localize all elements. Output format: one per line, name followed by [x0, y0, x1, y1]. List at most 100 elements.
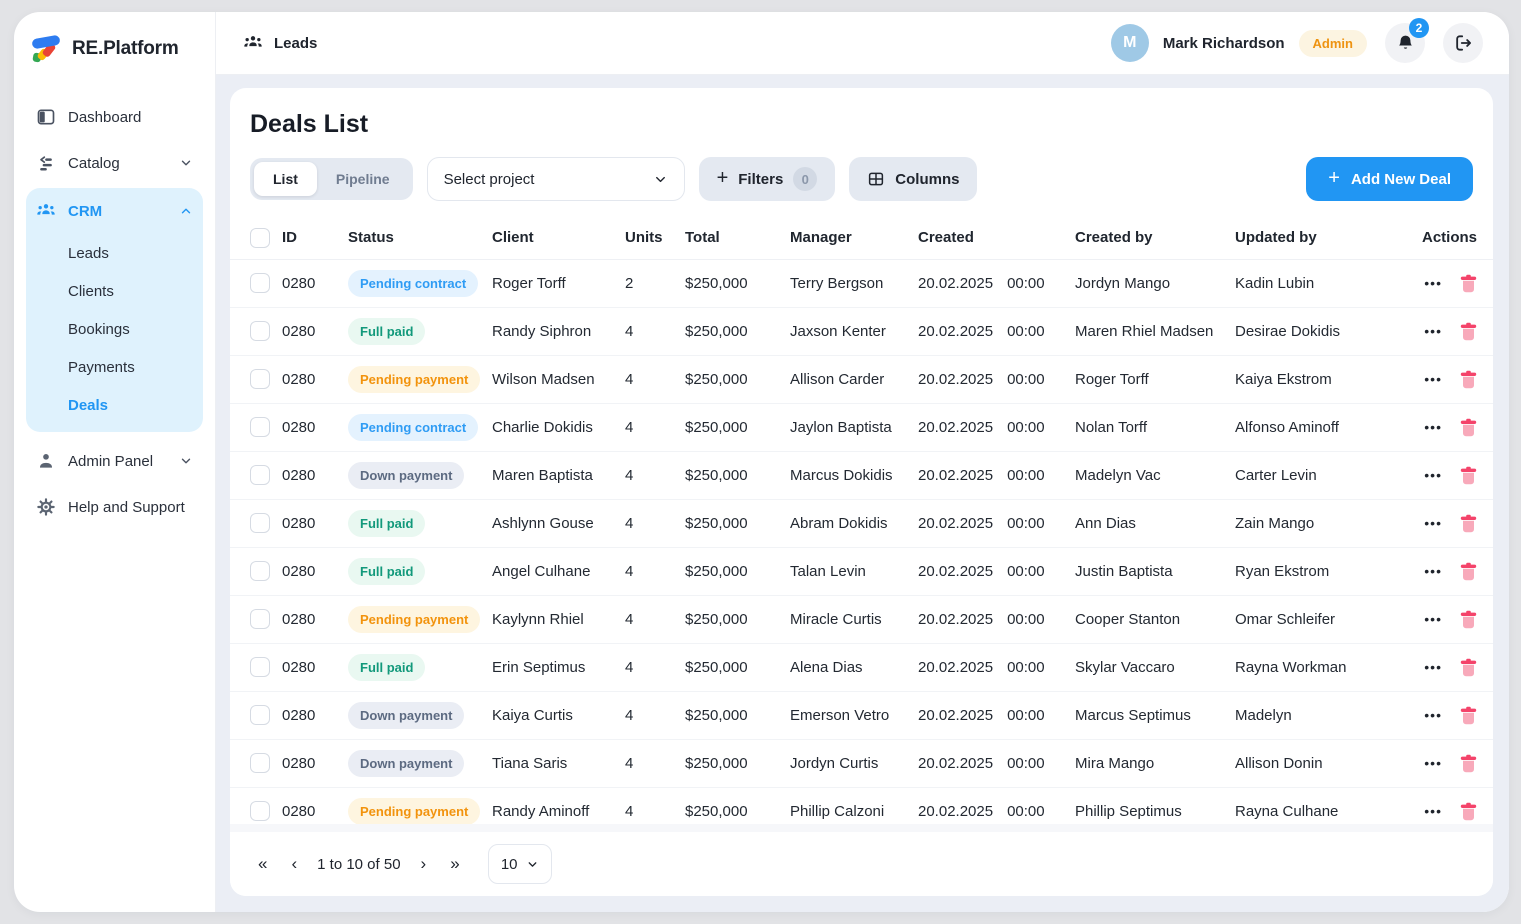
table-columns-icon — [867, 170, 885, 188]
cell-client: Kaiya Curtis — [492, 691, 625, 739]
cell-actions: ••• — [1408, 259, 1493, 307]
row-more-button[interactable]: ••• — [1424, 276, 1442, 290]
created-time: 00:00 — [1007, 803, 1045, 820]
row-checkbox[interactable] — [250, 801, 270, 821]
cell-updated-by: Allison Donin — [1235, 739, 1408, 787]
sidebar-item-bookings[interactable]: Bookings — [26, 310, 203, 348]
cell-select — [230, 451, 282, 499]
created-time: 00:00 — [1007, 275, 1045, 292]
cell-id: 0280 — [282, 691, 348, 739]
row-delete-button[interactable] — [1460, 274, 1477, 293]
row-more-button[interactable]: ••• — [1424, 372, 1442, 386]
row-delete-button[interactable] — [1460, 322, 1477, 341]
select-all-checkbox[interactable] — [250, 228, 270, 248]
row-delete-button[interactable] — [1460, 514, 1477, 533]
row-more-button[interactable]: ••• — [1424, 324, 1442, 338]
avatar[interactable]: M — [1111, 24, 1149, 62]
columns-button[interactable]: Columns — [849, 157, 977, 201]
row-checkbox[interactable] — [250, 609, 270, 629]
row-checkbox[interactable] — [250, 513, 270, 533]
row-checkbox[interactable] — [250, 273, 270, 293]
sidebar-item-catalog[interactable]: Catalog — [26, 140, 203, 186]
cell-units: 4 — [625, 307, 685, 355]
tab-pipeline[interactable]: Pipeline — [317, 162, 409, 196]
row-delete-button[interactable] — [1460, 466, 1477, 485]
row-more-button[interactable]: ••• — [1424, 420, 1442, 434]
created-date: 20.02.2025 — [918, 563, 993, 580]
row-more-button[interactable]: ••• — [1424, 756, 1442, 770]
first-page-button[interactable]: « — [248, 848, 277, 880]
cell-id: 0280 — [282, 739, 348, 787]
tab-list[interactable]: List — [254, 162, 317, 196]
page-size-select[interactable]: 10 — [488, 844, 552, 884]
cell-id: 0280 — [282, 499, 348, 547]
sidebar-item-crm[interactable]: CRM — [26, 188, 203, 234]
prev-page-button[interactable]: ‹ — [281, 848, 307, 880]
row-more-button[interactable]: ••• — [1424, 564, 1442, 578]
row-more-button[interactable]: ••• — [1424, 468, 1442, 482]
sidebar-item-leads[interactable]: Leads — [26, 234, 203, 272]
row-delete-button[interactable] — [1460, 802, 1477, 821]
sidebar-item-help-support[interactable]: Help and Support — [26, 484, 203, 530]
project-select[interactable]: Select project — [427, 157, 685, 201]
row-checkbox[interactable] — [250, 465, 270, 485]
row-more-button[interactable]: ••• — [1424, 804, 1442, 818]
sidebar-item-label: CRM — [68, 203, 102, 220]
row-delete-button[interactable] — [1460, 418, 1477, 437]
row-delete-button[interactable] — [1460, 610, 1477, 629]
row-checkbox[interactable] — [250, 369, 270, 389]
cell-actions: ••• — [1408, 499, 1493, 547]
cell-manager: Talan Levin — [790, 547, 918, 595]
toolbar: List Pipeline Select project + Filters — [250, 157, 1473, 217]
sidebar-item-admin-panel[interactable]: Admin Panel — [26, 438, 203, 484]
column-header-id: ID — [282, 217, 348, 259]
notifications-button[interactable]: 2 — [1385, 23, 1425, 63]
row-checkbox[interactable] — [250, 417, 270, 437]
sidebar-nav: Dashboard Catalog CRM — [14, 84, 215, 540]
table-header-row: ID Status Client Units Total Manager Cre… — [230, 217, 1493, 259]
cell-updated-by: Kadin Lubin — [1235, 259, 1408, 307]
row-delete-button[interactable] — [1460, 658, 1477, 677]
sidebar-item-clients[interactable]: Clients — [26, 272, 203, 310]
cell-id: 0280 — [282, 451, 348, 499]
breadcrumb[interactable]: Leads — [242, 33, 317, 53]
sidebar-item-dashboard[interactable]: Dashboard — [26, 94, 203, 140]
created-time: 00:00 — [1007, 419, 1045, 436]
chevron-down-icon — [526, 858, 539, 871]
sub-item-label: Deals — [68, 397, 108, 414]
row-delete-button[interactable] — [1460, 754, 1477, 773]
next-page-button[interactable]: › — [411, 848, 437, 880]
row-delete-button[interactable] — [1460, 706, 1477, 725]
column-header-actions: Actions — [1408, 217, 1493, 259]
sidebar-item-payments[interactable]: Payments — [26, 348, 203, 386]
column-header-status: Status — [348, 217, 492, 259]
sub-item-label: Bookings — [68, 321, 130, 338]
cell-created: 20.02.202500:00 — [918, 595, 1075, 643]
cell-manager: Abram Dokidis — [790, 499, 918, 547]
filters-button[interactable]: + Filters 0 — [699, 157, 836, 201]
row-checkbox[interactable] — [250, 321, 270, 341]
row-delete-button[interactable] — [1460, 370, 1477, 389]
cell-manager: Allison Carder — [790, 355, 918, 403]
cell-units: 4 — [625, 403, 685, 451]
last-page-button[interactable]: » — [440, 848, 469, 880]
row-delete-button[interactable] — [1460, 562, 1477, 581]
row-checkbox[interactable] — [250, 705, 270, 725]
cell-id: 0280 — [282, 259, 348, 307]
columns-label: Columns — [895, 171, 959, 188]
sidebar-item-deals[interactable]: Deals — [26, 386, 203, 424]
table-row: 0280Pending paymentWilson Madsen4$250,00… — [230, 355, 1493, 403]
add-new-deal-button[interactable]: + Add New Deal — [1306, 157, 1473, 201]
row-checkbox[interactable] — [250, 753, 270, 773]
row-more-button[interactable]: ••• — [1424, 708, 1442, 722]
row-more-button[interactable]: ••• — [1424, 516, 1442, 530]
cell-created-by: Maren Rhiel Madsen — [1075, 307, 1235, 355]
row-more-button[interactable]: ••• — [1424, 612, 1442, 626]
row-checkbox[interactable] — [250, 561, 270, 581]
row-more-button[interactable]: ••• — [1424, 660, 1442, 674]
table-row: 0280Down paymentMaren Baptista4$250,000M… — [230, 451, 1493, 499]
logout-button[interactable] — [1443, 23, 1483, 63]
cell-created: 20.02.202500:00 — [918, 307, 1075, 355]
person-icon — [36, 451, 56, 471]
row-checkbox[interactable] — [250, 657, 270, 677]
